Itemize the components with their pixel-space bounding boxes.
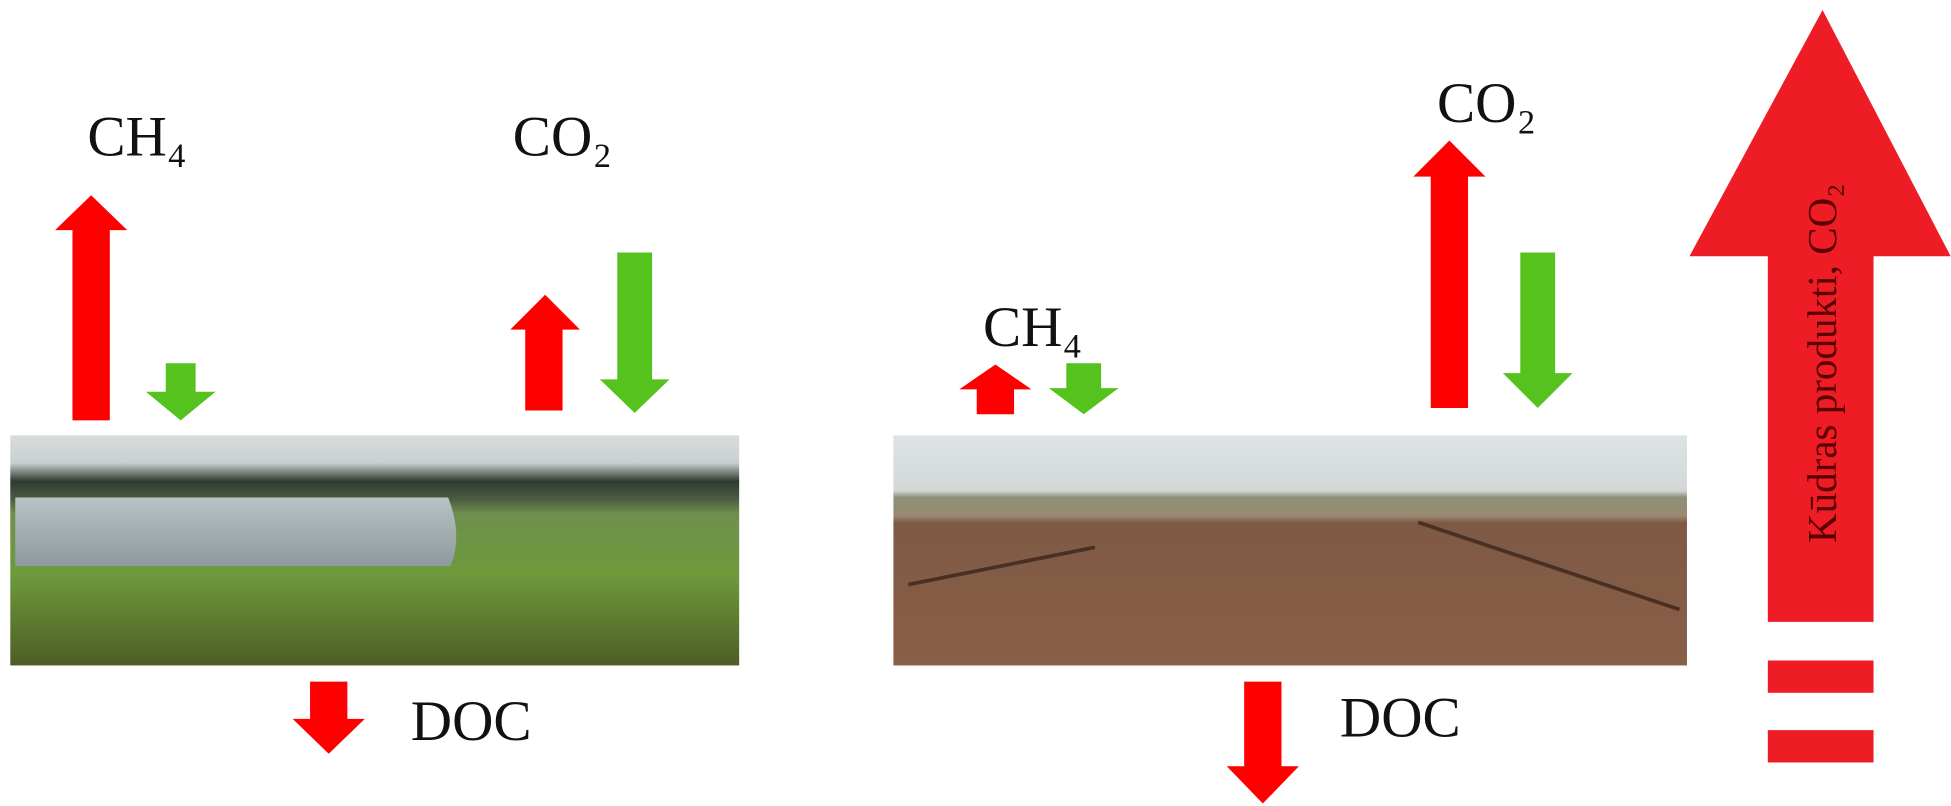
label: CO₂ — [513, 105, 612, 168]
ch4-uptake-arrow — [145, 363, 216, 421]
doc-arrow — [1226, 681, 1299, 804]
label: CO₂ — [1437, 72, 1536, 135]
bar — [1767, 660, 1874, 693]
co2-uptake-arrow — [1502, 252, 1573, 408]
bog-water — [15, 497, 457, 566]
ch4-emission-arrow — [55, 195, 128, 421]
peat-products-arrow — [1689, 9, 1951, 622]
doc-arrow — [292, 681, 365, 754]
ch4-emission-arrow — [959, 364, 1032, 415]
label: CH₄ — [87, 105, 186, 168]
bar — [1767, 730, 1874, 763]
field-photo — [893, 435, 1687, 666]
side-label: Kūdras produkti, CO₂ — [1799, 183, 1845, 543]
label: DOC — [1340, 686, 1461, 749]
label: CH₄ — [983, 296, 1082, 359]
drain-ditch — [907, 520, 1681, 612]
co2-uptake-arrow — [599, 252, 670, 413]
co2-emission-arrow — [510, 294, 580, 411]
label: DOC — [411, 690, 532, 753]
ch4-uptake-arrow — [1048, 363, 1119, 415]
co2-emission-arrow — [1413, 140, 1486, 408]
